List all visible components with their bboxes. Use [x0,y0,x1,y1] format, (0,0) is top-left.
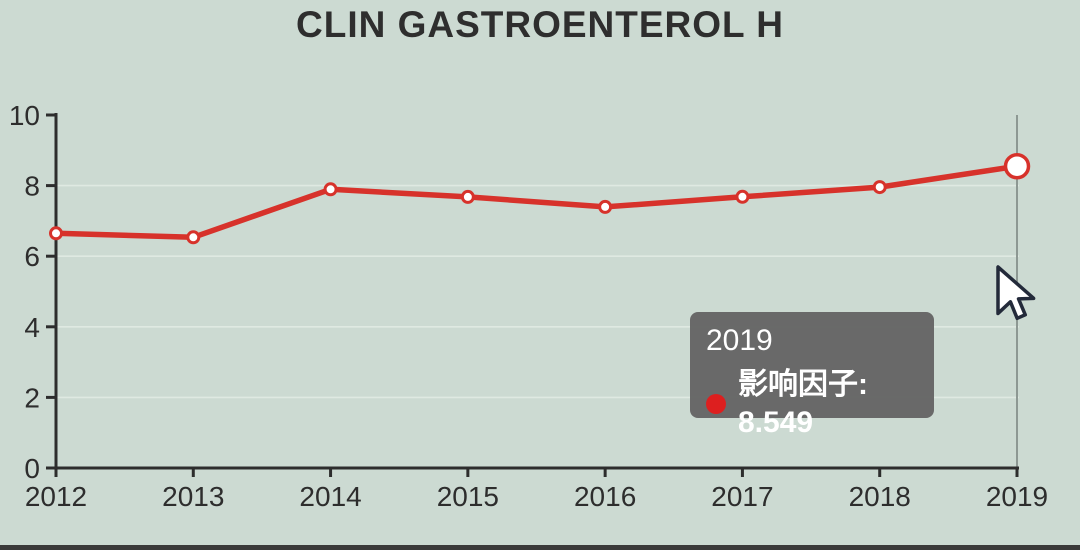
data-point[interactable] [460,189,475,204]
y-tick-label: 8 [24,171,40,202]
series-marker-icon [706,394,726,414]
x-tick-label: 2019 [986,481,1048,512]
y-tick-label: 10 [9,100,40,131]
y-tick-label: 0 [24,453,40,484]
data-point[interactable] [735,189,750,204]
data-point[interactable] [49,226,63,241]
x-tick-label: 2013 [162,481,224,512]
series-line [53,163,1020,241]
x-tick-label: 2018 [849,481,911,512]
x-tick-label: 2016 [574,481,636,512]
data-point[interactable] [872,180,887,195]
y-tick-label: 2 [24,382,40,413]
x-tick-label: 2017 [711,481,773,512]
data-point-highlighted[interactable] [1003,152,1031,180]
x-tick-label: 2015 [437,481,499,512]
tooltip-year: 2019 [706,324,773,357]
x-tick-label: 2012 [25,481,87,512]
tooltip-series-value: 影响因子: 8.549 [738,368,868,439]
x-tick-label: 2014 [299,481,361,512]
tooltip: 2019 影响因子: 8.549 [690,312,934,439]
y-tick-label: 4 [24,312,40,343]
chart-title: CLIN GASTROENTEROL H [296,4,784,45]
data-point[interactable] [598,199,613,214]
bottom-bar [0,545,1080,550]
data-point[interactable] [186,230,201,245]
data-point[interactable] [323,182,338,197]
y-tick-label: 6 [24,241,40,272]
